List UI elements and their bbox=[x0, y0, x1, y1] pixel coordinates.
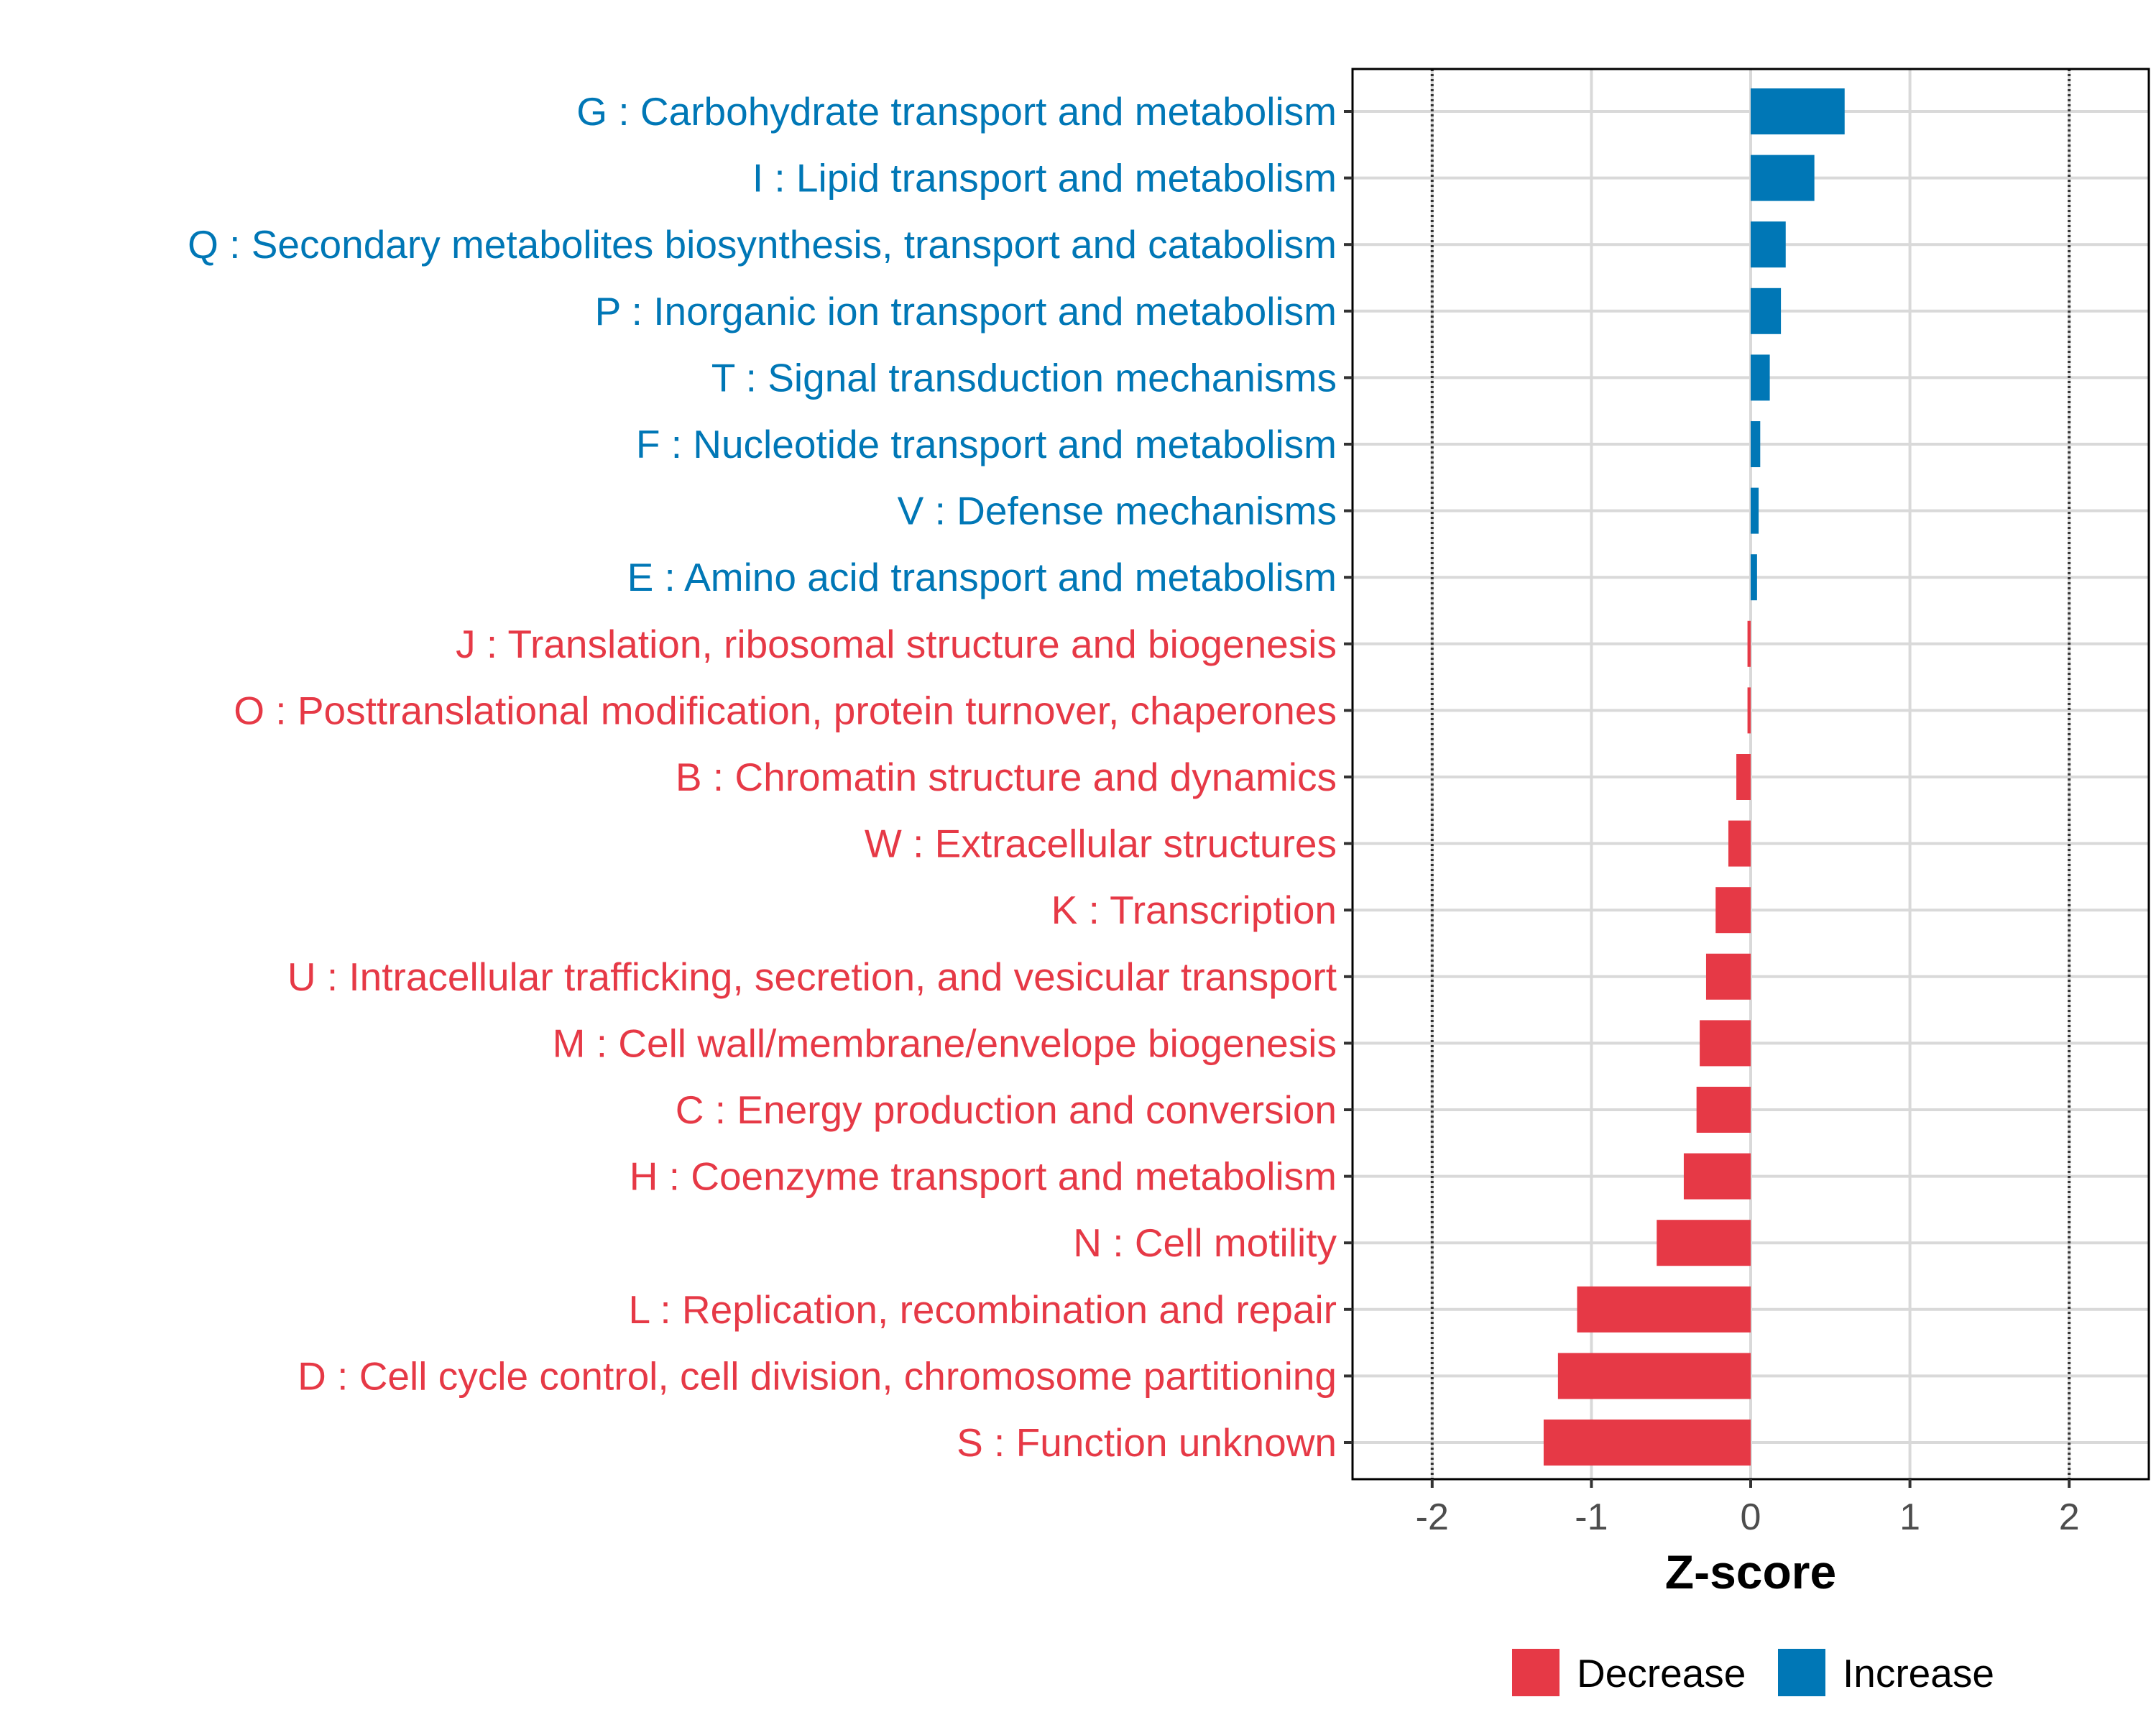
x-tick-label: -2 bbox=[1416, 1496, 1449, 1538]
x-tick-label: 0 bbox=[1741, 1496, 1761, 1538]
category-label: J : Translation, ribosomal structure and… bbox=[456, 622, 1337, 666]
category-label: U : Intracellular trafficking, secretion… bbox=[287, 954, 1337, 999]
category-label: D : Cell cycle control, cell division, c… bbox=[298, 1353, 1337, 1398]
category-label: S : Function unknown bbox=[957, 1420, 1337, 1465]
x-axis-title: Z-score bbox=[1665, 1545, 1836, 1598]
plot-area: G : Carbohydrate transport and metabolis… bbox=[188, 68, 2150, 1538]
bar-decrease bbox=[1736, 754, 1751, 800]
category-label: F : Nucleotide transport and metabolism bbox=[636, 422, 1337, 466]
bar-decrease bbox=[1700, 1020, 1751, 1067]
bar-decrease bbox=[1747, 687, 1751, 734]
bar-increase bbox=[1751, 221, 1786, 268]
x-tick-label: -1 bbox=[1575, 1496, 1608, 1538]
category-label: C : Energy production and conversion bbox=[676, 1087, 1337, 1132]
bar-decrease bbox=[1557, 1353, 1751, 1399]
category-label: P : Inorganic ion transport and metaboli… bbox=[595, 289, 1337, 334]
category-label: Q : Secondary metabolites biosynthesis, … bbox=[188, 222, 1337, 267]
category-label: H : Coenzyme transport and metabolism bbox=[630, 1154, 1337, 1199]
category-label: K : Transcription bbox=[1051, 888, 1337, 932]
bar-decrease bbox=[1705, 953, 1751, 1000]
bar-decrease bbox=[1696, 1087, 1751, 1133]
x-tick-label: 2 bbox=[2059, 1496, 2080, 1538]
bar-increase bbox=[1751, 288, 1782, 334]
bar-decrease bbox=[1577, 1286, 1751, 1333]
bar-decrease bbox=[1657, 1220, 1751, 1266]
category-label: N : Cell motility bbox=[1073, 1220, 1337, 1265]
category-label: G : Carbohydrate transport and metabolis… bbox=[576, 89, 1337, 134]
category-label: O : Posttranslational modification, prot… bbox=[234, 688, 1337, 732]
category-label: I : Lipid transport and metabolism bbox=[752, 156, 1337, 201]
legend-label-increase: Increase bbox=[1843, 1651, 1994, 1696]
category-label: V : Defense mechanisms bbox=[898, 489, 1337, 533]
category-label: W : Extracellular structures bbox=[865, 822, 1337, 866]
category-label: B : Chromatin structure and dynamics bbox=[676, 755, 1337, 799]
bar-increase bbox=[1751, 88, 1845, 134]
legend-key-decrease bbox=[1512, 1649, 1560, 1696]
legend: Decrease Increase bbox=[1512, 1649, 1994, 1696]
category-label: L : Replication, recombination and repai… bbox=[629, 1287, 1337, 1332]
category-label: T : Signal transduction mechanisms bbox=[711, 355, 1337, 400]
bar-decrease bbox=[1543, 1420, 1751, 1466]
legend-key-increase bbox=[1778, 1649, 1825, 1696]
bar-increase bbox=[1751, 554, 1757, 601]
legend-label-decrease: Decrease bbox=[1577, 1651, 1746, 1696]
bar-decrease bbox=[1683, 1153, 1751, 1200]
bar-increase bbox=[1751, 421, 1761, 467]
bar-increase bbox=[1751, 354, 1770, 401]
x-tick-label: 1 bbox=[1899, 1496, 1920, 1538]
bar-decrease bbox=[1728, 820, 1751, 867]
bar-increase bbox=[1751, 155, 1815, 201]
bar-decrease bbox=[1715, 887, 1751, 934]
bar-increase bbox=[1751, 487, 1759, 534]
bar-decrease bbox=[1747, 620, 1751, 667]
category-label: E : Amino acid transport and metabolism bbox=[627, 555, 1337, 599]
category-label: M : Cell wall/membrane/envelope biogenes… bbox=[553, 1021, 1337, 1065]
